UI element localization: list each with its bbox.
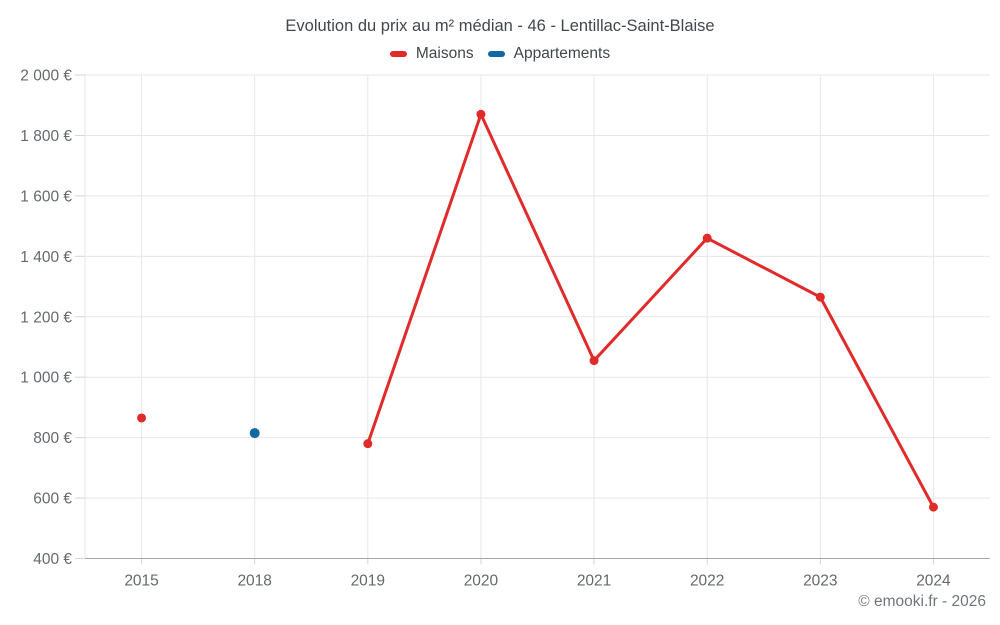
legend-item-appartements[interactable]: Appartements [487,45,611,63]
series-appartements [249,428,260,439]
series [137,109,938,512]
axis-labels: 400 € 600 € 800 € 1 000 € 1 200 € 1 400 € 1 60… [20,68,951,590]
y-axis-tick-label: 2 000 € [20,68,72,85]
legend-marker-maisons-icon [389,51,407,57]
y-axis-tick-label: 1 400 € [20,249,72,266]
copyright-footer: © emooki.fr - 2026 [858,593,986,610]
data-point[interactable] [249,428,260,439]
x-axis-tick-label: 2015 [124,573,158,590]
data-point[interactable] [702,233,712,243]
y-axis-tick-label: 800 € [33,430,72,447]
x-axis-tick-label: 2020 [464,573,499,590]
axis-lines [75,74,990,565]
data-point[interactable] [476,109,486,119]
data-point[interactable] [815,292,825,302]
y-axis-tick-label: 600 € [33,491,72,508]
data-point[interactable] [363,439,373,449]
x-axis-tick-label: 2024 [916,573,951,590]
data-point[interactable] [137,413,147,423]
y-axis-tick-label: 1 200 € [20,309,72,326]
data-point[interactable] [589,356,599,366]
legend-marker-appartements-icon [487,51,505,57]
data-point[interactable] [928,502,938,512]
legend-label-appartements: Appartements [513,45,611,62]
legend-item-maisons[interactable]: Maisons [389,45,474,63]
legend-label-maisons: Maisons [415,45,474,62]
gridlines [85,74,990,559]
chart-legend: Maisons Appartements [0,45,1000,63]
x-axis-tick-label: 2022 [690,573,724,590]
series-line [366,112,935,509]
chart-title: Evolution du prix au m² médian - 46 - Le… [285,17,715,35]
y-axis-tick-label: 1 600 € [20,188,72,205]
x-axis-tick-label: 2021 [577,573,611,590]
x-axis-tick-label: 2018 [237,573,271,590]
y-axis-tick-label: 1 000 € [20,370,72,387]
y-axis-tick-label: 1 800 € [20,128,72,145]
x-axis-tick-label: 2019 [351,573,385,590]
series-maisons [137,109,938,512]
y-axis-tick-label: 400 € [33,551,72,568]
x-axis-tick-label: 2023 [803,573,837,590]
